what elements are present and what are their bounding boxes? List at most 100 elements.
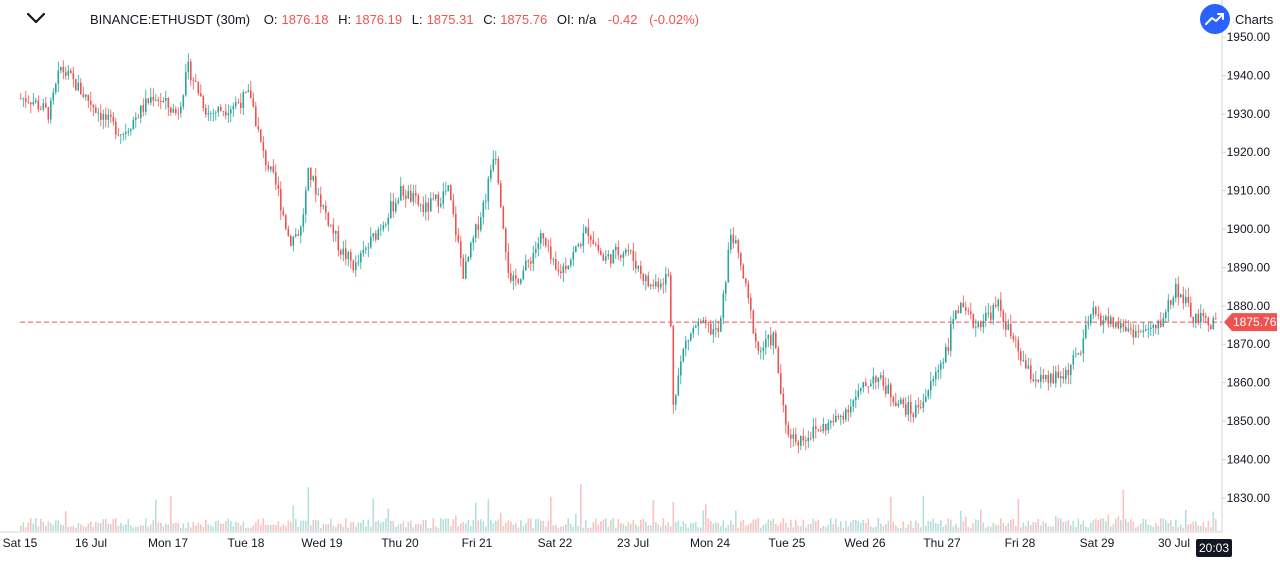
candle-body — [932, 378, 935, 382]
candle-body — [712, 329, 715, 335]
volume-bar — [772, 518, 775, 531]
volume-bar — [295, 518, 297, 531]
candle-body — [120, 134, 122, 136]
volume-bar — [1042, 521, 1045, 531]
candle-body — [605, 256, 607, 261]
candle-body — [1117, 322, 1120, 329]
volume-bar — [220, 523, 222, 531]
candle-body — [512, 275, 515, 281]
candle-body — [1035, 379, 1037, 381]
x-tick-label: Sat 22 — [538, 536, 573, 550]
candle-body — [372, 233, 375, 237]
x-tick-label: Fri 21 — [462, 536, 493, 550]
volume-bar — [80, 524, 82, 531]
candle-body — [260, 129, 262, 142]
volume-bar — [152, 520, 155, 531]
volume-bar — [265, 525, 267, 531]
x-tick-label: 23 Jul — [617, 536, 649, 550]
candle-body — [552, 259, 555, 260]
volume-bar — [870, 526, 872, 531]
candle-body — [530, 261, 532, 264]
volume-bar — [387, 508, 390, 531]
candle-body — [1107, 316, 1110, 325]
candle-body — [1057, 371, 1060, 379]
volume-bar — [765, 523, 767, 531]
volume-bar — [250, 527, 252, 531]
candle-body — [1087, 323, 1090, 326]
volume-bar — [552, 525, 555, 531]
candle-body — [150, 96, 152, 103]
brand-logo[interactable]: Charts — [1200, 4, 1273, 34]
candle-body — [775, 332, 777, 349]
trend-up-icon — [1200, 4, 1230, 34]
volume-bar — [560, 526, 562, 531]
volume-bar — [897, 527, 900, 531]
candle-body — [457, 235, 460, 242]
candle-body — [105, 114, 107, 120]
volume-bar — [737, 527, 740, 531]
volume-bar — [1175, 519, 1177, 531]
candle-body — [1085, 325, 1087, 339]
candle-body — [20, 98, 22, 100]
volume-bar — [677, 520, 680, 531]
volume-bar — [377, 520, 380, 531]
volume-bar — [592, 522, 595, 531]
volume-bar — [542, 520, 545, 531]
volume-bar — [255, 522, 257, 531]
volume-bar — [662, 518, 665, 531]
volume-bar — [70, 526, 72, 531]
y-tick-label: 1920.00 — [1227, 145, 1271, 159]
time-axis[interactable]: Sat 15 16 Jul Mon 17 Tue 18 Wed 19 Thu 20 Fri … — [3, 536, 1190, 550]
volume-bar — [60, 524, 62, 531]
collapse-chevron-icon[interactable] — [26, 10, 46, 26]
candle-body — [90, 100, 92, 105]
volume-bar — [757, 518, 760, 531]
volume-bar — [997, 525, 1000, 531]
volume-bar — [1102, 518, 1105, 531]
candle-body — [585, 227, 587, 234]
volume-bar — [525, 523, 527, 531]
price-axis[interactable]: 1950.00 1940.00 1930.00 1920.00 1910.00 1900.… — [1222, 30, 1270, 505]
volume-bar — [817, 519, 820, 531]
candle-body — [1072, 355, 1075, 365]
volume-bar — [1015, 526, 1017, 531]
candle-body — [1027, 365, 1030, 369]
volume-bar — [420, 524, 422, 531]
volume-bar — [1085, 526, 1087, 531]
y-tick-label: 1850.00 — [1227, 414, 1271, 428]
volume-bar — [422, 519, 425, 531]
candle-body — [225, 111, 227, 116]
volume-bar — [767, 519, 770, 531]
volume-bar — [717, 522, 720, 531]
volume-bar — [157, 522, 160, 531]
volume-bar — [617, 519, 620, 531]
volume-bar — [285, 526, 287, 531]
volume-bar — [1215, 519, 1217, 531]
volume-bar — [297, 526, 300, 531]
volume-bar — [795, 519, 797, 531]
volume-bar — [312, 520, 315, 531]
candle-body — [1055, 371, 1057, 384]
volume-bar — [727, 524, 730, 531]
candle-body — [332, 224, 335, 234]
volume-bar — [452, 519, 455, 531]
volume-bar — [777, 525, 780, 531]
candle-body — [305, 190, 307, 215]
volume-bar — [25, 527, 27, 531]
symbol-label[interactable]: BINANCE:ETHUSDT (30m) — [90, 12, 251, 27]
volume-bar — [935, 523, 937, 531]
volume-bar — [782, 518, 785, 531]
candle-body — [317, 194, 320, 196]
candle-body — [1177, 283, 1180, 298]
candle-body — [497, 158, 500, 184]
candle-body — [345, 248, 347, 260]
candle-body — [1025, 360, 1027, 369]
candle-body — [322, 205, 325, 207]
candle-body — [432, 198, 435, 200]
volume-bar — [800, 526, 802, 531]
volume-bar — [32, 523, 35, 531]
candle-body — [320, 194, 322, 207]
volume-bar — [967, 526, 970, 531]
candle-body — [655, 281, 657, 287]
